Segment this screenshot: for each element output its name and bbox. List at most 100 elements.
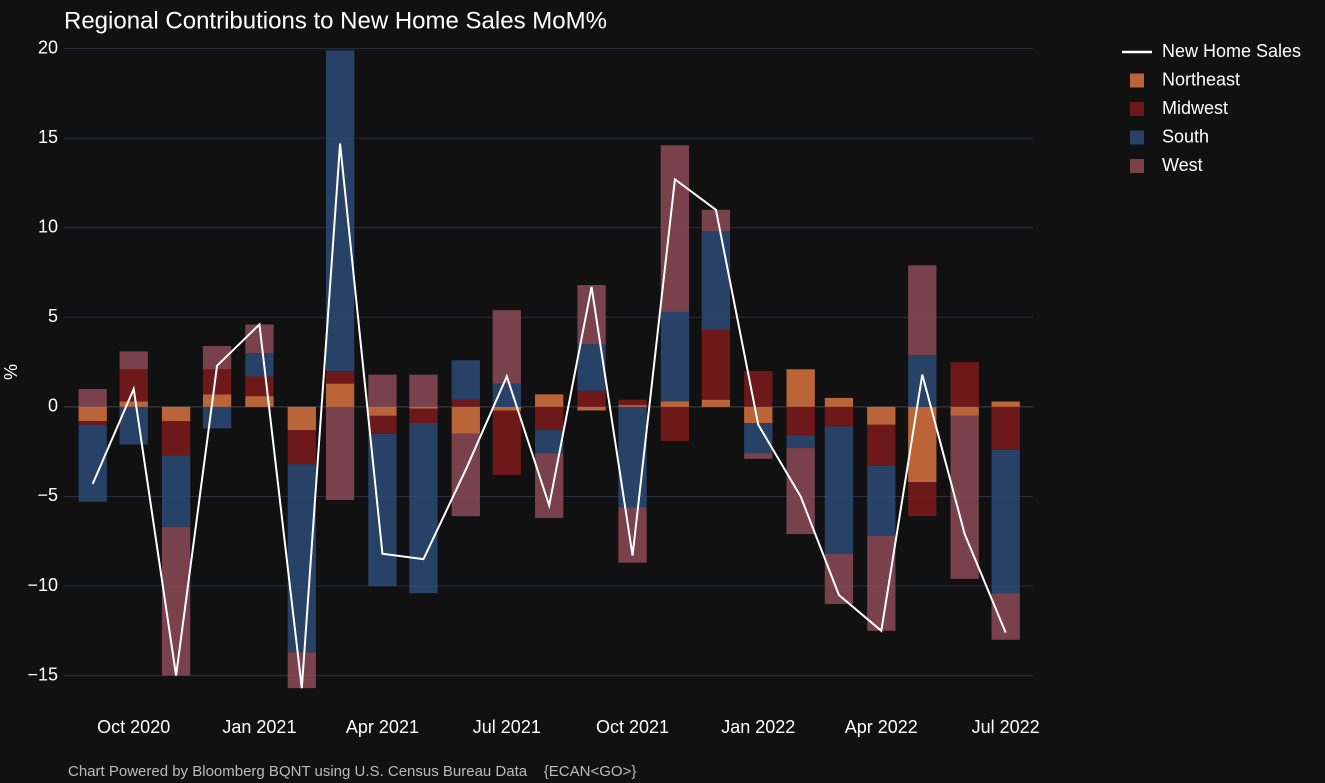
bar (492, 310, 521, 384)
y-tick-label: 5 (48, 306, 58, 326)
y-tick-label: 20 (38, 37, 58, 57)
legend-label: South (1162, 126, 1209, 146)
bar (78, 421, 107, 425)
bar (824, 406, 854, 427)
bar (409, 374, 438, 407)
y-tick-label: −5 (37, 485, 58, 505)
bar (991, 593, 1020, 640)
bar (744, 406, 773, 423)
bar (786, 435, 815, 449)
bar (409, 406, 438, 409)
bar (618, 405, 647, 407)
bar (202, 345, 232, 370)
bar (908, 406, 937, 483)
bar (577, 390, 606, 407)
bar (287, 406, 316, 431)
bar (119, 351, 148, 370)
x-tick-label: Apr 2022 (845, 717, 918, 737)
footer: Chart Powered by Bloomberg BQNT using U.… (68, 763, 636, 780)
x-tick-label: Oct 2020 (97, 717, 170, 737)
legend-label: Northeast (1162, 69, 1240, 89)
bar (660, 145, 690, 312)
bar (701, 209, 731, 232)
bar (535, 430, 564, 454)
bar (744, 422, 773, 454)
bar (786, 406, 815, 436)
bar (78, 388, 107, 407)
bar (245, 353, 274, 377)
bar (368, 415, 397, 434)
y-tick-label: 15 (38, 127, 58, 147)
bar (492, 410, 521, 475)
y-tick-label: 10 (38, 216, 58, 236)
y-axis-label: % (1, 364, 21, 380)
bar (368, 406, 397, 416)
bar (701, 231, 731, 330)
bar (202, 369, 232, 395)
bar (119, 401, 148, 407)
bar (202, 394, 232, 407)
bar (451, 399, 480, 407)
bar (245, 396, 274, 407)
legend-swatch (1130, 102, 1144, 116)
bar (161, 406, 191, 422)
bar (991, 406, 1020, 450)
bar (824, 426, 854, 554)
bar (409, 408, 438, 423)
bar (325, 371, 355, 384)
bar (824, 553, 854, 604)
bar (867, 465, 896, 536)
bar (451, 360, 480, 400)
bar (950, 406, 979, 416)
bar (325, 50, 355, 372)
legend-label: Midwest (1162, 98, 1228, 118)
bar (618, 399, 647, 406)
bar (660, 401, 690, 407)
legend-label: West (1162, 155, 1203, 175)
bar (908, 265, 937, 355)
legend-swatch (1130, 130, 1144, 145)
x-tick-label: Jul 2021 (473, 717, 541, 737)
bar (535, 394, 564, 407)
bar (451, 406, 480, 434)
bar (701, 329, 731, 400)
bar (991, 449, 1020, 594)
bar (824, 397, 854, 407)
x-tick-label: Jul 2022 (972, 717, 1040, 737)
bar (287, 430, 316, 465)
bar (368, 374, 397, 407)
legend-swatch (1130, 159, 1144, 173)
bar (325, 406, 355, 501)
bar (660, 311, 690, 402)
bar (577, 406, 606, 411)
bar (492, 406, 521, 411)
y-tick-label: −10 (27, 575, 58, 595)
legend-swatch (1130, 73, 1144, 88)
bar (245, 376, 274, 397)
y-tick-label: −15 (27, 664, 58, 684)
bar (78, 406, 107, 422)
bar (744, 453, 773, 459)
bar (161, 455, 191, 527)
x-tick-label: Apr 2021 (346, 717, 419, 737)
plot-area (64, 48, 1033, 689)
bar (867, 535, 896, 631)
bar (867, 424, 896, 466)
chart-title: Regional Contributions to New Home Sales… (64, 7, 607, 34)
legend-label: New Home Sales (1162, 41, 1301, 61)
bar (161, 421, 191, 456)
bar (325, 383, 355, 407)
x-tick-label: Oct 2021 (596, 717, 669, 737)
bar (908, 482, 937, 517)
bar (701, 399, 731, 407)
bar (409, 422, 438, 594)
bar (535, 406, 564, 431)
bar (867, 406, 896, 425)
x-tick-label: Jan 2022 (721, 717, 795, 737)
bar (950, 362, 979, 407)
bar (991, 401, 1020, 407)
bar (202, 406, 232, 429)
bar (660, 406, 690, 441)
y-tick-label: 0 (48, 396, 58, 416)
